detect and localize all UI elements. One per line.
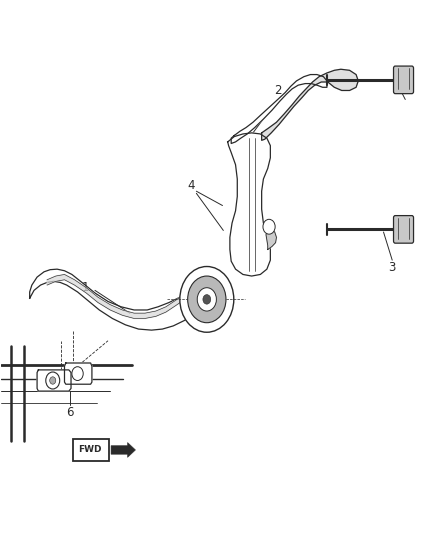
Circle shape bbox=[263, 219, 275, 234]
Circle shape bbox=[203, 295, 211, 304]
Text: 6: 6 bbox=[67, 406, 74, 419]
Circle shape bbox=[46, 372, 60, 389]
Polygon shape bbox=[228, 133, 270, 276]
Circle shape bbox=[49, 377, 56, 384]
Text: 2: 2 bbox=[274, 84, 282, 97]
Polygon shape bbox=[37, 370, 71, 391]
Text: 3: 3 bbox=[389, 261, 396, 274]
Polygon shape bbox=[64, 363, 92, 384]
FancyArrow shape bbox=[111, 442, 135, 457]
Circle shape bbox=[72, 367, 83, 381]
FancyBboxPatch shape bbox=[393, 216, 413, 243]
Polygon shape bbox=[30, 269, 208, 330]
Text: 5: 5 bbox=[402, 84, 409, 97]
Polygon shape bbox=[231, 75, 327, 143]
Circle shape bbox=[180, 266, 234, 332]
Circle shape bbox=[197, 288, 216, 311]
Polygon shape bbox=[47, 274, 196, 318]
Text: FWD: FWD bbox=[78, 446, 102, 455]
FancyBboxPatch shape bbox=[393, 66, 413, 94]
Polygon shape bbox=[261, 69, 358, 140]
Text: 1: 1 bbox=[81, 281, 89, 294]
Polygon shape bbox=[266, 229, 276, 249]
Text: 4: 4 bbox=[187, 180, 194, 192]
Circle shape bbox=[187, 276, 226, 322]
Bar bbox=[73, 439, 109, 461]
